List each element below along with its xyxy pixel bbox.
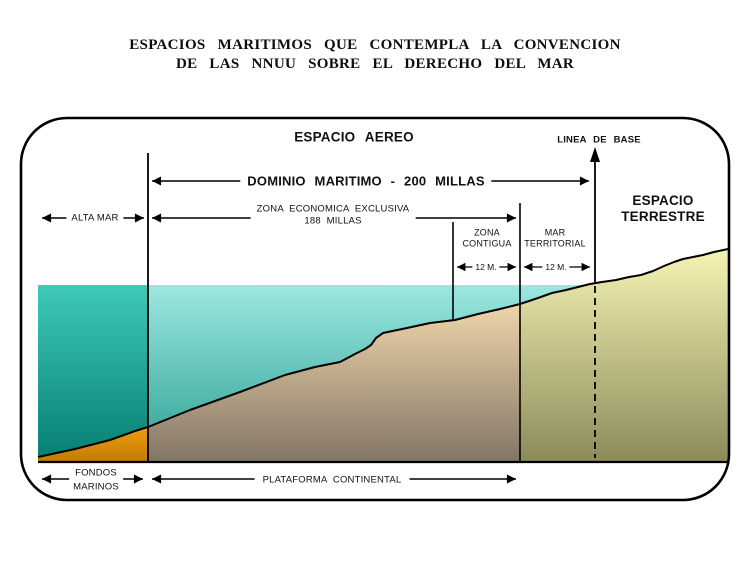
zona-contigua-line-1: ZONA: [474, 227, 500, 238]
zee-label-line-1: ZONA ECONOMICA EXCLUSIVA: [256, 203, 410, 215]
fondos-marinos-label: FONDOS MARINOS: [69, 466, 123, 494]
mar-territorial-12m-label: 12 M.: [542, 262, 570, 272]
zee-label-line-2: 188 MILLAS: [304, 215, 362, 226]
espacio-terrestre-line-2: TERRESTRE: [621, 209, 705, 224]
plataforma-continental-label: PLATAFORMA CONTINENTAL: [254, 474, 410, 486]
fondos-marinos-area: [38, 427, 148, 461]
zona-contigua-line-2: CONTIGUA: [462, 238, 512, 248]
espacio-aereo-label: ESPACIO AEREO: [294, 129, 414, 145]
zee-label: ZONA ECONOMICA EXCLUSIVA 188 MILLAS: [250, 203, 416, 227]
dominio-maritimo-label: DOMINIO MARITIMO - 200 MILLAS: [240, 173, 492, 189]
title-line-2: DE LAS NNUU SOBRE EL DERECHO DEL MAR: [175, 55, 575, 72]
espacio-terrestre-label: ESPACIO TERRESTRE: [621, 193, 705, 225]
espacio-terrestre-line-1: ESPACIO: [632, 193, 694, 208]
zona-contigua-label: ZONA CONTIGUA: [462, 228, 511, 249]
seafloor-terrain-line: [37, 248, 729, 458]
diagram-frame: [19, 116, 731, 502]
continental-shelf-area: [148, 304, 520, 461]
mar-territorial-line-1: MAR: [544, 227, 566, 238]
mar-territorial-label: MAR TERRITORIAL: [524, 228, 586, 249]
zona-contigua-12m-label: 12 M.: [472, 262, 500, 272]
land-area: [520, 249, 728, 461]
up-arrow-icon: [590, 147, 600, 162]
title-line-1: ESPACIOS MARITIMOS QUE CONTEMPLA LA CONV…: [129, 37, 621, 53]
alta-mar-label: ALTA MAR: [66, 212, 124, 224]
linea-de-base-label: LINEA DE BASE: [557, 134, 641, 146]
fondos-marinos-line-1: FONDOS: [75, 467, 117, 479]
deep-sea-area: [38, 285, 148, 457]
mar-territorial-line-2: TERRITORIAL: [524, 238, 586, 248]
page-title: ESPACIOS MARITIMOS QUE CONTEMPLA LA CONV…: [0, 36, 750, 73]
fondos-marinos-line-2: MARINOS: [73, 481, 119, 492]
